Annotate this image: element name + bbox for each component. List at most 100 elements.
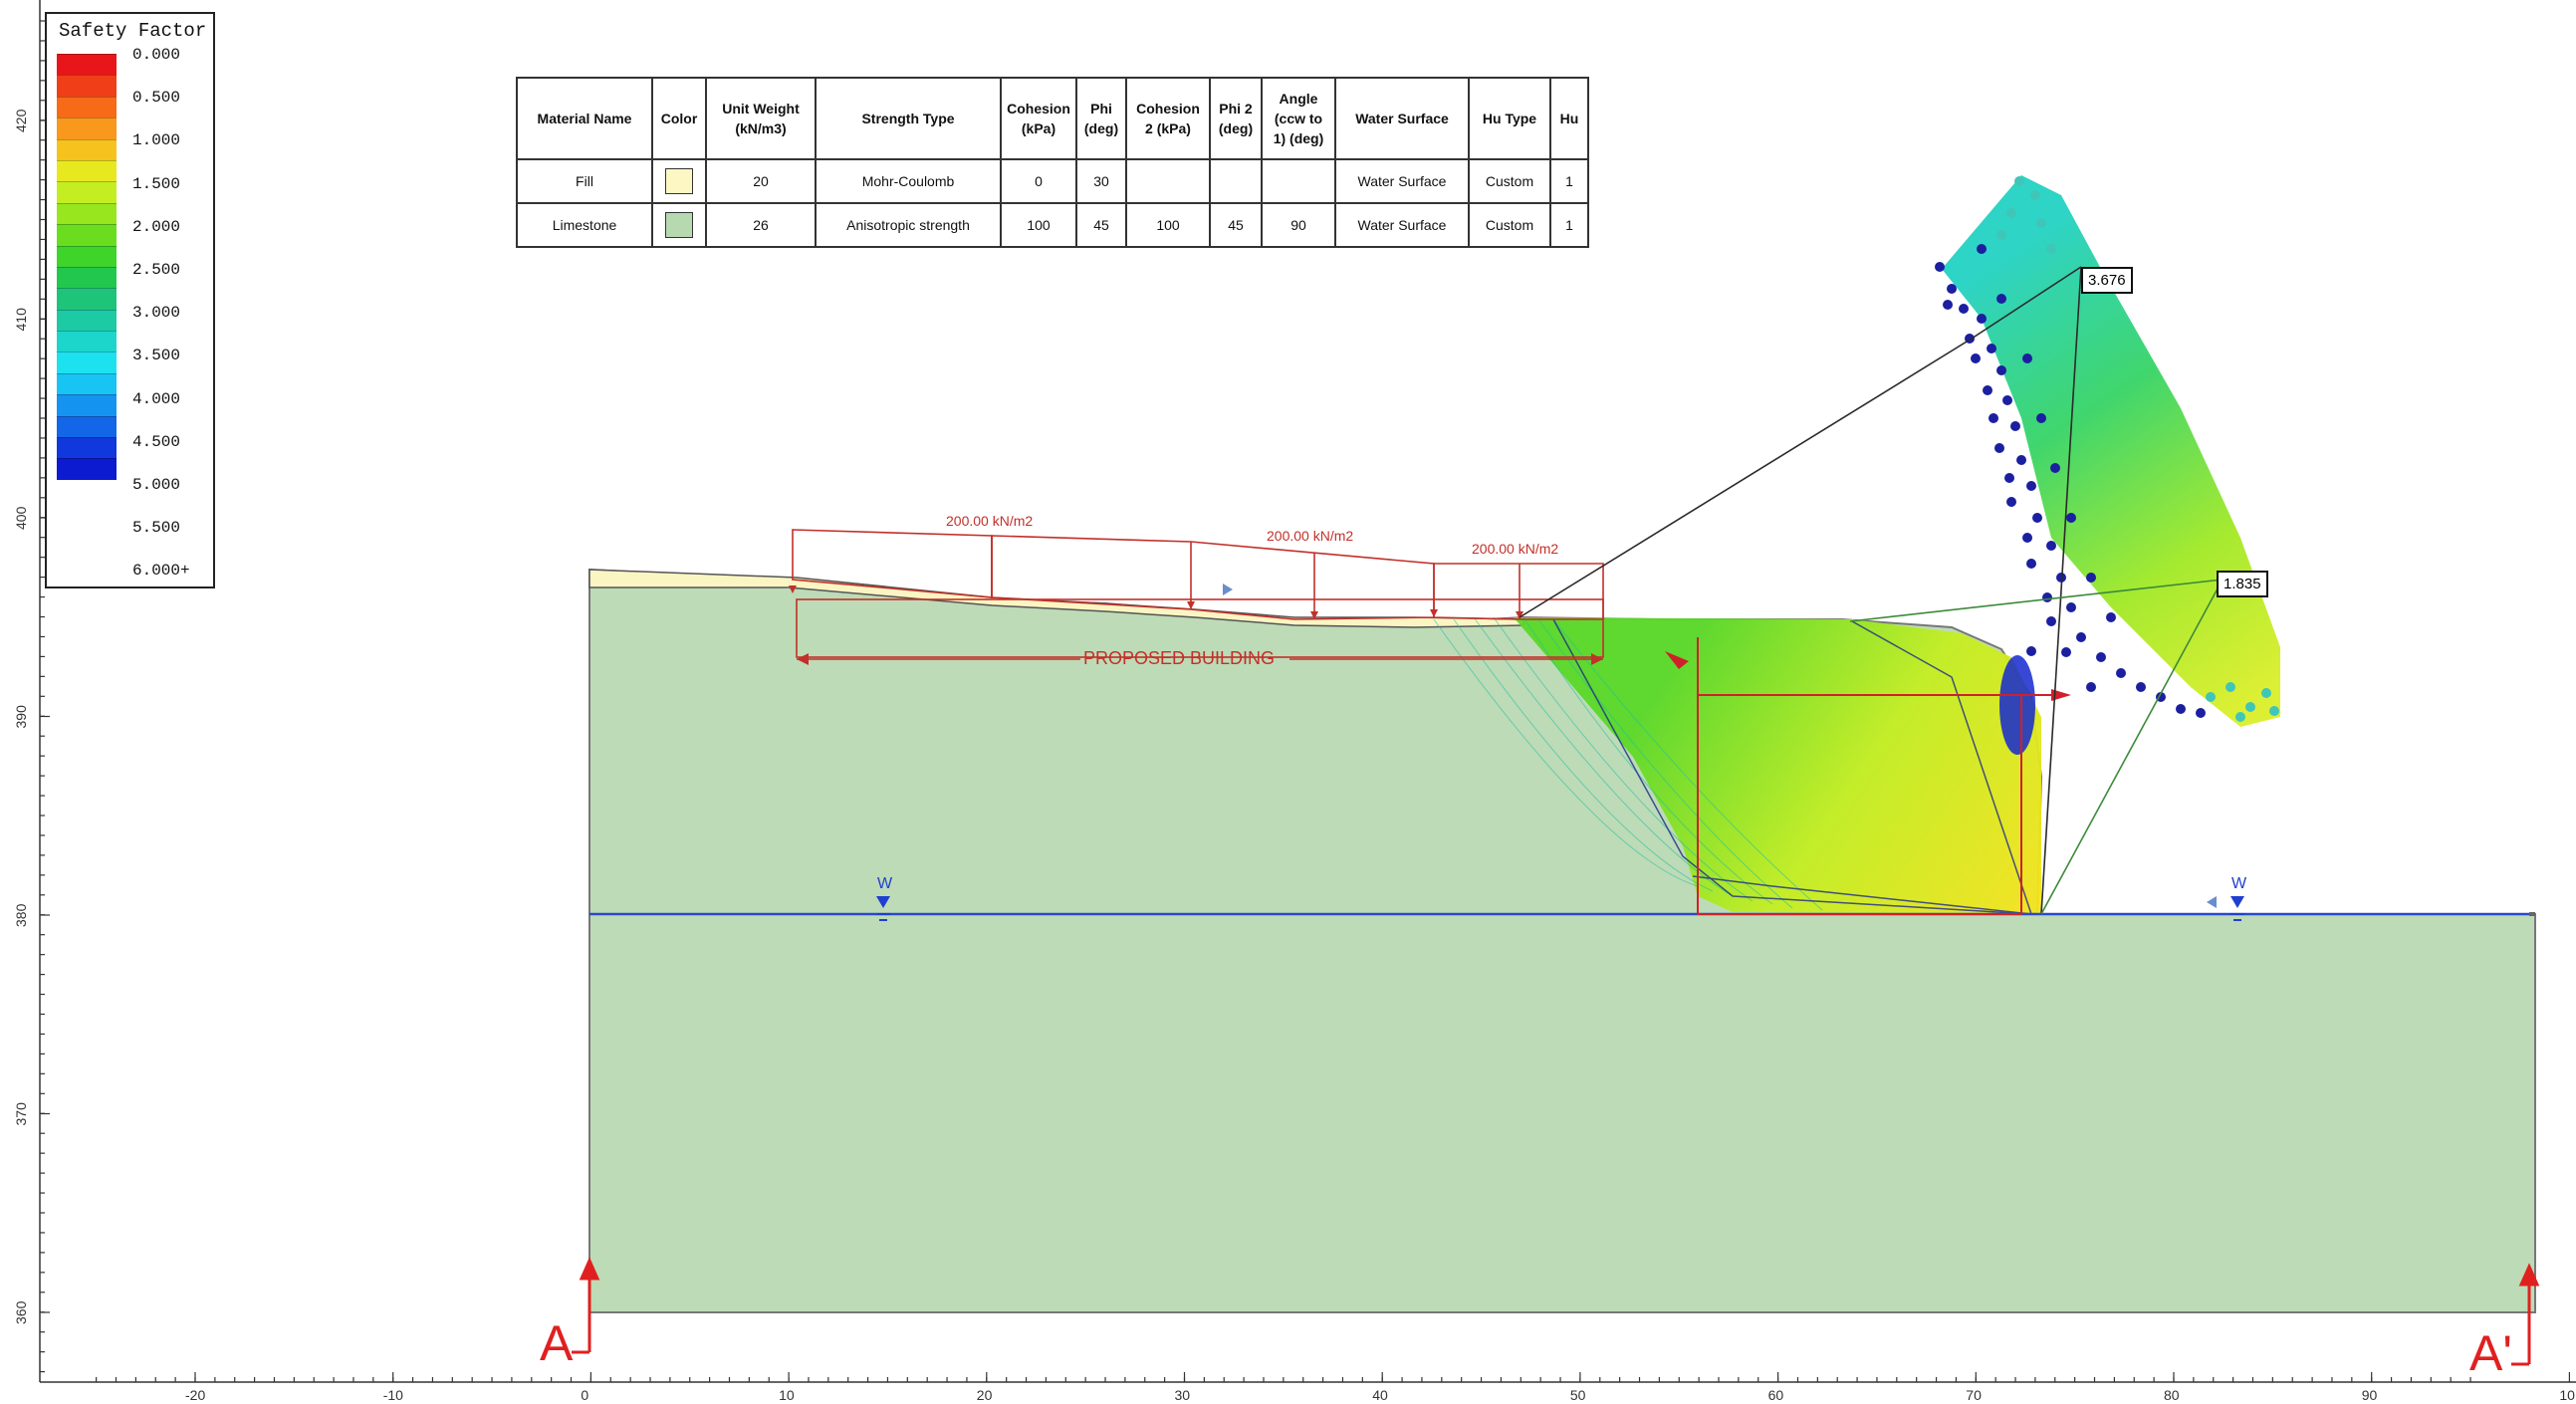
safety-factor-label-global: 3.676 bbox=[2081, 267, 2133, 294]
model-boundary-right bbox=[2529, 912, 2535, 916]
header-unit-weight: Unit Weight (kN/m3) bbox=[705, 77, 817, 160]
legend-swatch bbox=[57, 181, 117, 203]
hu: 1 bbox=[1549, 202, 1589, 248]
legend-label: 1.000 bbox=[132, 131, 181, 150]
point-cloud-region bbox=[1942, 175, 2280, 727]
phi: 30 bbox=[1075, 158, 1127, 204]
legend-label: 4.000 bbox=[132, 389, 181, 408]
legend-label: 6.000+ bbox=[132, 562, 190, 581]
cohesion-2: 100 bbox=[1125, 202, 1211, 248]
x-tick-label: -10 bbox=[383, 1387, 403, 1403]
legend-swatch bbox=[57, 437, 117, 459]
angle: 90 bbox=[1261, 202, 1336, 248]
slip-center-lines bbox=[1519, 266, 2082, 915]
water-marker-left-label: W bbox=[877, 875, 893, 892]
x-tick-label: 40 bbox=[1372, 1387, 1388, 1403]
legend-swatch bbox=[57, 415, 117, 438]
color-swatch-fill bbox=[665, 168, 693, 194]
phi-2: 45 bbox=[1209, 202, 1263, 248]
legend-swatch bbox=[57, 96, 117, 118]
x-tick-label: 60 bbox=[1768, 1387, 1784, 1403]
legend-color-scale bbox=[57, 54, 117, 480]
red-arrow-right bbox=[2051, 689, 2071, 701]
water-marker-left bbox=[876, 896, 890, 921]
unit-weight: 20 bbox=[705, 158, 817, 204]
water-surface: Water Surface bbox=[1334, 158, 1470, 204]
table-row: Limestone 26 Anisotropic strength 100 45… bbox=[516, 202, 1589, 248]
load-label-1: 200.00 kN/m2 bbox=[946, 513, 1034, 529]
y-tick-label: 400 bbox=[13, 506, 29, 530]
legend-label: 2.000 bbox=[132, 217, 181, 236]
legend-label: 4.500 bbox=[132, 432, 181, 451]
strength-type: Anisotropic strength bbox=[815, 202, 1002, 248]
legend-swatch bbox=[57, 331, 117, 352]
x-tick-label: 10 bbox=[2559, 1387, 2575, 1403]
x-axis-tick-labels: -20 -10 0 10 20 30 40 50 60 70 80 90 10 bbox=[185, 1387, 2575, 1403]
unit-weight: 26 bbox=[705, 202, 817, 248]
hu: 1 bbox=[1549, 158, 1589, 204]
phi-2 bbox=[1209, 158, 1263, 204]
legend-swatch bbox=[57, 117, 117, 139]
material-color bbox=[651, 158, 707, 204]
legend-swatch bbox=[57, 394, 117, 416]
point-cloud-teal-dots bbox=[1996, 176, 2279, 722]
legend-swatch bbox=[57, 351, 117, 373]
legend-swatch bbox=[57, 309, 117, 332]
y-tick-label: 360 bbox=[13, 1300, 29, 1324]
section-marker-a-prime-arrow bbox=[2511, 1263, 2540, 1366]
hu-type: Custom bbox=[1468, 202, 1551, 248]
legend-swatch bbox=[57, 54, 117, 76]
legend-label: 2.500 bbox=[132, 261, 181, 279]
water-marker-right-label: W bbox=[2231, 875, 2247, 892]
x-tick-label: 10 bbox=[779, 1387, 795, 1403]
header-material-name: Material Name bbox=[516, 77, 653, 160]
y-tick-label: 380 bbox=[13, 903, 29, 927]
critical-zone bbox=[1999, 655, 2035, 755]
legend-label: 0.000 bbox=[132, 46, 181, 64]
legend-label: 3.500 bbox=[132, 347, 181, 365]
phi: 45 bbox=[1075, 202, 1127, 248]
legend-label: 5.000 bbox=[132, 476, 181, 494]
safety-factor-legend: Safety Factor 0.000 0.500 1.000 1.500 2.000 2… bbox=[45, 12, 215, 588]
safety-factor-label-critical: 1.835 bbox=[2217, 571, 2268, 597]
slip-fan-region bbox=[1514, 617, 2041, 914]
load-label-2: 200.00 kN/m2 bbox=[1267, 528, 1354, 544]
legend-label: 5.500 bbox=[132, 519, 181, 538]
point-cloud-blue-dots bbox=[1935, 244, 2206, 718]
x-axis-tick-marks bbox=[96, 1372, 2570, 1382]
material-properties-table: Material Name Color Unit Weight (kN/m3) … bbox=[516, 77, 1589, 248]
y-axis-tick-labels: 420 410 400 390 380 370 360 bbox=[13, 109, 29, 1324]
header-phi: Phi (deg) bbox=[1075, 77, 1127, 160]
legend-label: 1.500 bbox=[132, 174, 181, 193]
legend-swatch bbox=[57, 159, 117, 182]
header-hu-type: Hu Type bbox=[1468, 77, 1551, 160]
section-marker-a: A bbox=[540, 1315, 574, 1371]
red-construction-lines bbox=[1697, 637, 2022, 915]
x-tick-label: 90 bbox=[2362, 1387, 2378, 1403]
header-color: Color bbox=[651, 77, 707, 160]
red-arrow-up bbox=[1665, 651, 1689, 669]
header-water-surface: Water Surface bbox=[1334, 77, 1470, 160]
slip-surface-lines bbox=[1433, 616, 1823, 911]
legend-swatch bbox=[57, 288, 117, 310]
legend-swatch bbox=[57, 245, 117, 267]
water-marker-right bbox=[2207, 896, 2244, 921]
legend-swatch bbox=[57, 75, 117, 97]
legend-swatch bbox=[57, 372, 117, 395]
hu-type: Custom bbox=[1468, 158, 1551, 204]
color-swatch-limestone bbox=[665, 212, 693, 238]
cohesion: 100 bbox=[1000, 202, 1077, 248]
y-axis-tick-marks bbox=[40, 20, 50, 1373]
table-header-row: Material Name Color Unit Weight (kN/m3) … bbox=[516, 77, 1589, 160]
legend-swatch bbox=[57, 138, 117, 160]
y-tick-label: 410 bbox=[13, 308, 29, 332]
header-cohesion-2: Cohesion 2 (kPa) bbox=[1125, 77, 1211, 160]
legend-swatch bbox=[57, 458, 117, 480]
legend-swatch bbox=[57, 224, 117, 246]
legend-label: 3.000 bbox=[132, 304, 181, 323]
water-surface: Water Surface bbox=[1334, 202, 1470, 248]
y-tick-label: 420 bbox=[13, 109, 29, 132]
x-tick-label: 0 bbox=[581, 1387, 588, 1403]
table-row: Fill 20 Mohr-Coulomb 0 30 Water Surface … bbox=[516, 158, 1589, 204]
